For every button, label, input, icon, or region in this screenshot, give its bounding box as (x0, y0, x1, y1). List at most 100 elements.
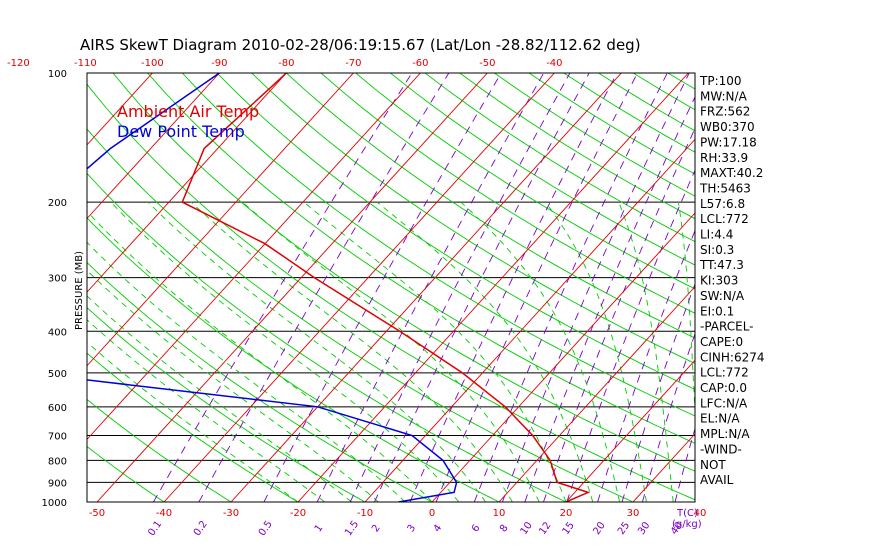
index-entry: MPL:N/A (700, 427, 750, 441)
moist-adiabat-line (460, 201, 621, 502)
dry-adiabat-line (87, 83, 695, 501)
moist-adiabat-line (87, 269, 379, 502)
top-temp-tick-label: -60 (412, 58, 428, 69)
index-entry: AVAIL (700, 473, 734, 487)
isotherm-line (87, 73, 354, 367)
dry-adiabat-line (87, 128, 634, 502)
mixing-ratio-line (374, 73, 590, 502)
mixing-ratio-tick-label: 0.1 (146, 519, 164, 538)
moist-adiabat-line (87, 241, 406, 502)
mixing-ratio-tick-label: 0.5 (257, 519, 275, 538)
index-entry: CINH:6274 (700, 350, 765, 364)
pressure-tick-label: 100 (48, 69, 67, 80)
index-entry: LCL:772 (700, 366, 749, 380)
dry-adiabat-line (87, 217, 500, 502)
isotherm-line (364, 138, 695, 502)
temp-unit-label: T(C) (676, 508, 698, 519)
moist-adiabat-line (147, 201, 486, 502)
mixing-ratio-tick-label: 15 (561, 520, 577, 537)
mixing-ratio-line (409, 73, 618, 502)
pressure-tick-label: 700 (48, 432, 67, 443)
mixing-ratio-tick-label: 1 (313, 523, 326, 535)
mixing-ratio-unit-label: (g/kg) (672, 519, 702, 530)
mixing-ratio-tick-label: 0.2 (192, 519, 210, 538)
isotherm-line (834, 73, 870, 502)
y-axis-label: PRESSURE (MB) (74, 251, 85, 330)
moist-adiabat-line (618, 201, 674, 502)
top-temp-tick-label: -100 (141, 58, 164, 69)
isotherm-line (767, 73, 870, 502)
index-entry: KI:303 (700, 274, 738, 288)
bottom-temp-tick-label: -40 (156, 508, 172, 519)
mixing-ratio-line (641, 332, 695, 502)
mixing-ratio-tick-label: 12 (537, 520, 553, 537)
dew-point-temp-line (87, 73, 458, 502)
dry-adiabat-line (320, 73, 695, 314)
index-entry: -WIND- (700, 442, 742, 456)
top-temp-tick-label: -90 (211, 58, 227, 69)
bottom-temp-tick-label: 40 (694, 508, 707, 519)
mixing-ratio-line (621, 282, 695, 502)
mixing-ratio-tick-label: 1.5 (343, 519, 361, 538)
mixing-ratio-line (198, 73, 450, 502)
dry-adiabat-line (216, 73, 695, 390)
index-entry: PW:17.18 (700, 135, 757, 149)
mixing-ratio-tick-label: 25 (616, 520, 632, 537)
mixing-ratio-line (524, 95, 695, 502)
isotherms (0, 73, 870, 502)
mixing-ratio-line (566, 169, 695, 502)
moist-adiabats (87, 201, 695, 502)
mixing-ratio-tick-label: 30 (636, 520, 652, 537)
pressure-tick-label: 300 (48, 274, 67, 285)
mixing-ratio-lines (153, 73, 695, 502)
dry-adiabat-line (390, 73, 695, 266)
pressure-tick-label: 200 (48, 198, 67, 209)
index-entry: SI:0.3 (700, 243, 734, 257)
mixing-ratio-line (473, 73, 668, 502)
dry-adiabat-line (355, 73, 695, 290)
top-temp-tick-label: -50 (479, 58, 495, 69)
bottom-temp-tick-labels: -50 -40 -30 -20 -10 0 10 20 30 40 (89, 508, 707, 519)
dry-adiabat-line (112, 73, 695, 472)
isotherm-line (297, 73, 689, 502)
dry-adiabat-line (459, 73, 695, 220)
top-temp-tick-label: -120 (7, 58, 30, 69)
dry-adiabat-line (286, 73, 695, 339)
isotherm-line (87, 73, 220, 220)
moist-adiabat-line (544, 201, 647, 502)
bottom-temp-tick-label: -30 (223, 508, 239, 519)
index-entry: LFC:N/A (700, 396, 748, 410)
mixing-ratio-line (349, 73, 571, 502)
top-temp-tick-labels: -120 -110 -100 -90 -80 -70 -60 -50 -40 (7, 58, 563, 69)
index-entry: EI:0.1 (700, 304, 734, 318)
isotherm-line (163, 73, 555, 502)
moist-adiabat-line (376, 201, 594, 502)
pressure-tick-label: 1000 (42, 498, 67, 509)
legend-entry: Dew Point Temp (117, 122, 245, 141)
dry-adiabat-line (87, 172, 567, 502)
moist-adiabat-line (110, 201, 460, 502)
bottom-temp-tick-label: 0 (429, 508, 435, 519)
isotherm-line (565, 359, 695, 502)
isotherm-line (87, 73, 287, 293)
index-entry: NOT (700, 458, 726, 472)
moist-adiabat-line (303, 201, 567, 502)
index-entry: CAPE:0 (700, 335, 743, 349)
isotherm-line (0, 73, 85, 502)
mixing-ratio-line (153, 73, 413, 502)
mixing-ratio-line (501, 73, 690, 502)
index-entry: EL:N/A (700, 412, 740, 426)
isotherm-line (87, 73, 421, 441)
top-temp-tick-label: -80 (278, 58, 294, 69)
legend-entry: Ambient Air Temp (117, 102, 259, 121)
pressure-tick-label: 600 (48, 403, 67, 414)
index-entry: RH:33.9 (700, 151, 748, 165)
dry-adiabat-line (251, 73, 695, 364)
index-entry: TT:47.3 (699, 258, 744, 272)
moist-adiabat-line (87, 295, 352, 502)
index-entry: -PARCEL- (700, 320, 754, 334)
mixing-ratio-tick-label: 10 (519, 520, 535, 537)
bottom-temp-tick-label: 20 (560, 508, 573, 519)
top-temp-tick-label: -40 (546, 58, 562, 69)
